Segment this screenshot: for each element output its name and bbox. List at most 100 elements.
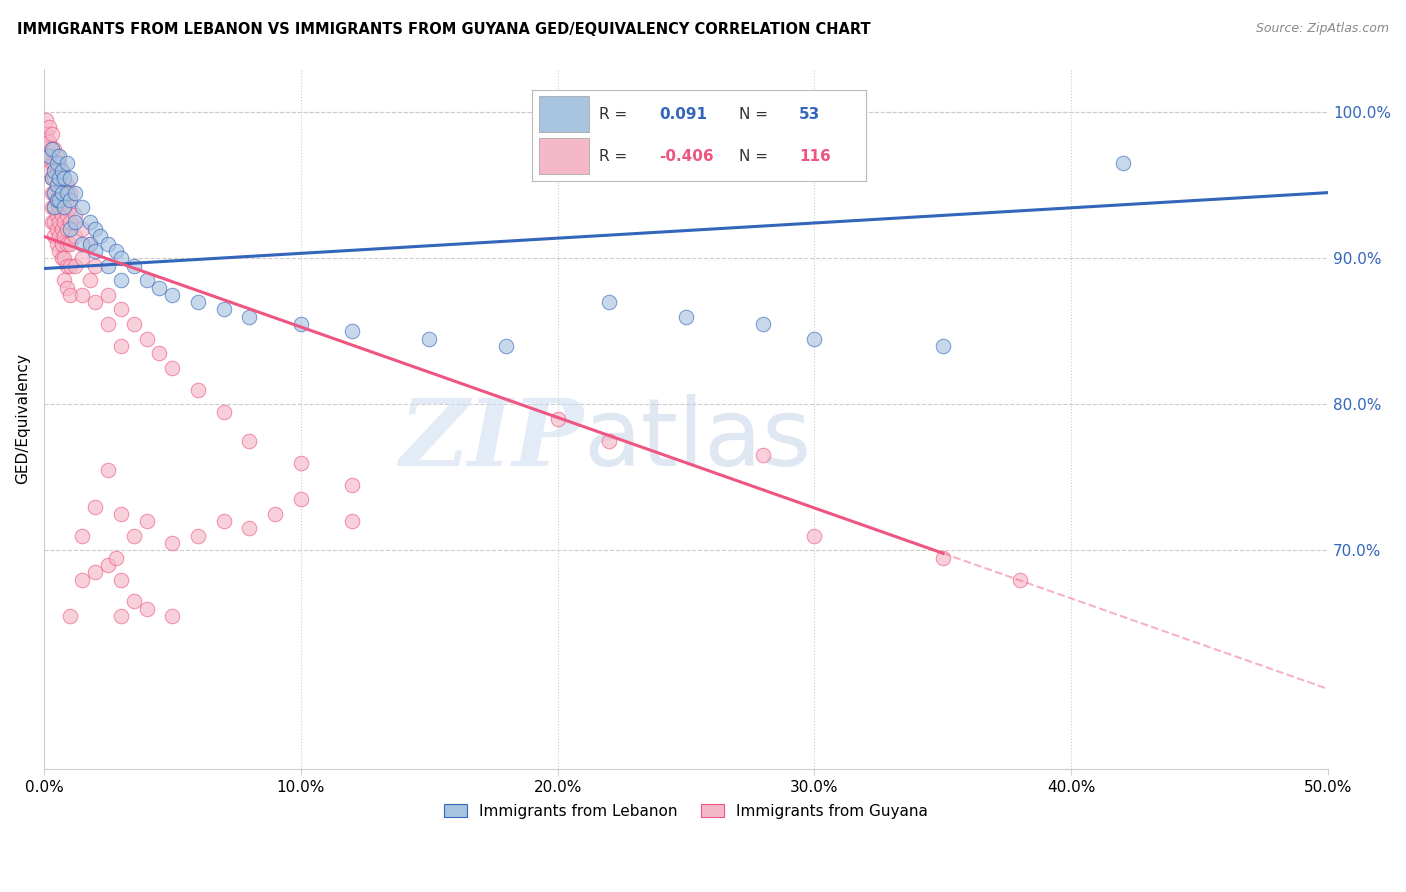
Point <box>45 163 67 178</box>
Point <box>72 236 94 251</box>
Point <box>1111 156 1133 170</box>
Point <box>79 236 101 251</box>
Point <box>56 222 79 236</box>
Point <box>44 186 66 200</box>
Point <box>187 383 209 397</box>
Point <box>53 200 76 214</box>
Point <box>45 193 67 207</box>
Point <box>547 412 569 426</box>
Point <box>803 332 825 346</box>
Point <box>84 259 107 273</box>
Point <box>97 259 120 273</box>
Point <box>212 302 235 317</box>
Point <box>45 222 67 236</box>
Point <box>51 186 73 200</box>
Point <box>56 259 79 273</box>
Point <box>35 112 58 127</box>
Point <box>63 186 86 200</box>
Point <box>72 573 94 587</box>
Point <box>72 200 94 214</box>
Point <box>44 200 66 214</box>
Point <box>598 434 620 448</box>
Point <box>58 215 80 229</box>
Point <box>53 215 76 229</box>
Point <box>45 149 67 163</box>
Point <box>162 288 184 302</box>
Point <box>53 229 76 244</box>
Point <box>72 252 94 266</box>
Point <box>84 565 107 579</box>
Point <box>84 500 107 514</box>
Point <box>41 200 63 214</box>
Point <box>44 142 66 156</box>
Point <box>63 207 86 221</box>
Point <box>148 280 170 294</box>
Point <box>84 295 107 310</box>
Point <box>110 507 132 521</box>
Point <box>162 360 184 375</box>
Point <box>51 193 73 207</box>
Point <box>72 529 94 543</box>
Point <box>41 171 63 186</box>
Point <box>53 200 76 214</box>
Point <box>48 193 70 207</box>
Point <box>38 120 60 134</box>
Point <box>110 252 132 266</box>
Point <box>79 273 101 287</box>
Point <box>675 310 697 324</box>
Point <box>187 295 209 310</box>
Point <box>104 550 127 565</box>
Point <box>44 186 66 200</box>
Point <box>48 186 70 200</box>
Point <box>53 273 76 287</box>
Legend: Immigrants from Lebanon, Immigrants from Guyana: Immigrants from Lebanon, Immigrants from… <box>439 797 934 825</box>
Point <box>48 229 70 244</box>
Point <box>97 558 120 572</box>
Point <box>752 317 775 331</box>
Point <box>48 215 70 229</box>
Point <box>48 200 70 214</box>
Point <box>45 178 67 193</box>
Point <box>44 215 66 229</box>
Point <box>752 449 775 463</box>
Point <box>41 186 63 200</box>
Point <box>290 492 312 507</box>
Text: atlas: atlas <box>583 394 811 486</box>
Point <box>35 127 58 141</box>
Point <box>58 171 80 186</box>
Point <box>238 521 260 535</box>
Point <box>290 456 312 470</box>
Point <box>122 317 145 331</box>
Point <box>63 259 86 273</box>
Point <box>340 477 363 491</box>
Point <box>238 310 260 324</box>
Point <box>290 317 312 331</box>
Point <box>135 514 157 528</box>
Point <box>41 142 63 156</box>
Point <box>41 215 63 229</box>
Point <box>56 236 79 251</box>
Point <box>110 302 132 317</box>
Point <box>84 244 107 258</box>
Point <box>238 434 260 448</box>
Point <box>122 529 145 543</box>
Point <box>48 171 70 186</box>
Point <box>44 163 66 178</box>
Point <box>84 222 107 236</box>
Point <box>58 236 80 251</box>
Point <box>44 156 66 170</box>
Text: IMMIGRANTS FROM LEBANON VS IMMIGRANTS FROM GUYANA GED/EQUIVALENCY CORRELATION CH: IMMIGRANTS FROM LEBANON VS IMMIGRANTS FR… <box>17 22 870 37</box>
Point <box>58 288 80 302</box>
Point <box>1008 573 1031 587</box>
Point <box>51 163 73 178</box>
Point <box>97 288 120 302</box>
Point <box>53 186 76 200</box>
Point <box>48 244 70 258</box>
Point <box>44 229 66 244</box>
Point <box>932 550 955 565</box>
Point <box>58 200 80 214</box>
Point <box>56 280 79 294</box>
Point <box>41 127 63 141</box>
Point <box>56 207 79 221</box>
Point <box>51 163 73 178</box>
